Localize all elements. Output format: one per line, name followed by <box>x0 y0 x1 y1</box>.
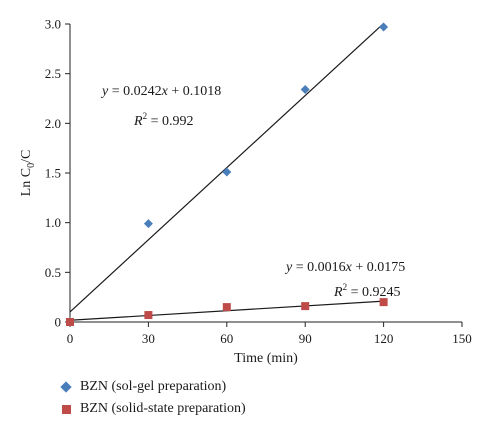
legend-label-sol-gel: BZN (sol-gel preparation) <box>80 379 227 394</box>
legend-item-sol-gel: BZN (sol-gel preparation) <box>60 376 246 398</box>
y-tick-label: 0.5 <box>45 265 61 280</box>
x-tick-label: 150 <box>452 331 472 346</box>
y-tick-label: 1.0 <box>45 215 61 230</box>
equation-sol-gel: y = 0.0242x + 0.1018 <box>100 84 221 99</box>
x-tick-label: 120 <box>374 331 394 346</box>
data-point-solid-state <box>66 318 74 326</box>
x-tick-label: 0 <box>67 331 74 346</box>
data-point-sol-gel <box>222 167 232 177</box>
x-tick-label: 60 <box>220 331 233 346</box>
r-squared-solid-state: R2 = 0.9245 <box>333 282 400 300</box>
x-tick-label: 90 <box>299 331 312 346</box>
data-point-solid-state <box>222 303 231 312</box>
data-point-solid-state <box>144 311 153 320</box>
y-tick-label: 1.5 <box>45 166 61 181</box>
square-marker-icon <box>62 404 71 414</box>
equation-solid-state: y = 0.0016x + 0.0175 <box>284 260 405 275</box>
data-point-solid-state <box>301 302 310 311</box>
legend: BZN (sol-gel preparation) BZN (solid-sta… <box>60 376 246 420</box>
y-tick-label: 0 <box>55 315 62 330</box>
scatter-chart: 0 0.5 1.0 1.5 2.0 2.5 3.0 0 30 60 90 120 150 Time (mi… <box>19 17 472 367</box>
legend-item-solid-state: BZN (solid-state preparation) <box>60 398 246 420</box>
legend-label-solid-state: BZN (solid-state preparation) <box>80 401 246 416</box>
y-tick-label: 3.0 <box>45 17 61 32</box>
plot-area: 0 0.5 1.0 1.5 2.0 2.5 3.0 0 30 60 90 120 150 Time (mi… <box>19 17 472 367</box>
data-point-solid-state <box>379 298 388 307</box>
r-squared-sol-gel: R2 = 0.992 <box>133 111 193 129</box>
data-point-sol-gel <box>379 22 389 32</box>
x-tick-label: 30 <box>142 331 155 346</box>
data-point-sol-gel <box>300 85 310 95</box>
diamond-marker-icon <box>60 381 72 393</box>
y-tick-label: 2.0 <box>45 116 61 131</box>
y-tick-label: 2.5 <box>45 66 61 81</box>
x-axis-title: Time (min) <box>234 351 298 366</box>
data-point-sol-gel <box>143 219 153 229</box>
y-axis-title: Ln C0/C <box>19 150 37 197</box>
